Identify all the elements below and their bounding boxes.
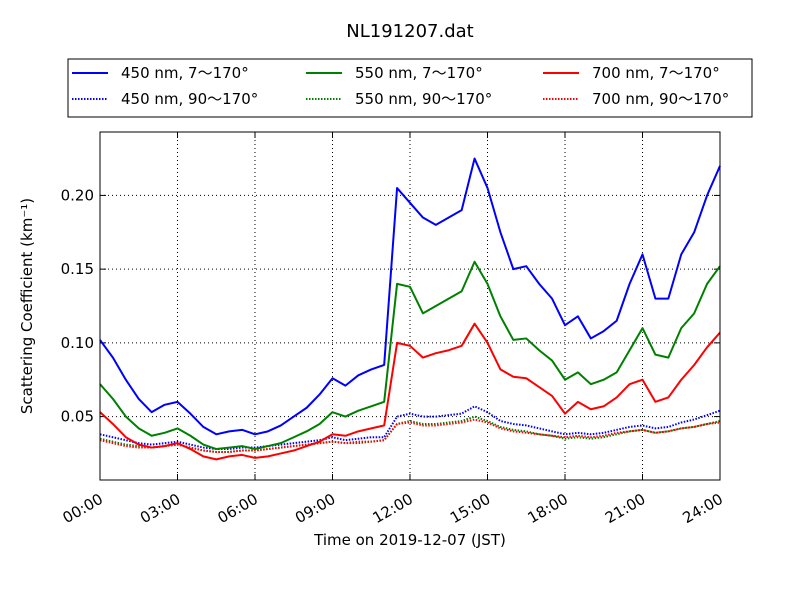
y-tick-label: 0.05: [61, 408, 94, 426]
y-tick-label: 0.10: [61, 334, 94, 352]
data-line: [99, 157, 721, 436]
data-line: [99, 405, 721, 451]
x-tick-label: 03:00: [137, 490, 183, 527]
x-tick-label: 12:00: [370, 490, 416, 527]
x-tick-label: 00:00: [60, 490, 106, 527]
legend-label: 550 nm, 7～170°: [355, 64, 483, 82]
data-line: [99, 415, 721, 453]
x-tick-label: 21:00: [602, 490, 648, 527]
x-tick-label: 09:00: [292, 490, 338, 527]
x-tick-label: 24:00: [680, 490, 726, 527]
data-line: [99, 260, 721, 451]
x-tick-label: 06:00: [215, 490, 261, 527]
data-line: [99, 322, 721, 461]
x-tick-label: 15:00: [447, 490, 493, 527]
x-tick-label: 18:00: [525, 490, 571, 527]
legend-label: 450 nm, 90～170°: [121, 90, 258, 108]
legend-label: 450 nm, 7～170°: [121, 64, 249, 82]
legend-label: 700 nm, 90～170°: [592, 90, 729, 108]
x-axis-label: Time on 2019-12-07 (JST): [313, 531, 506, 549]
legend-label: 700 nm, 7～170°: [592, 64, 720, 82]
chart-title: NL191207.dat: [346, 21, 473, 42]
plot-frame: [99, 131, 721, 481]
legend-label: 550 nm, 90～170°: [355, 90, 492, 108]
legend-box: [67, 58, 753, 118]
y-tick-label: 0.20: [61, 186, 94, 204]
y-tick-label: 0.15: [61, 260, 94, 278]
y-axis-label: Scattering Coefficient (km⁻¹): [18, 198, 36, 414]
